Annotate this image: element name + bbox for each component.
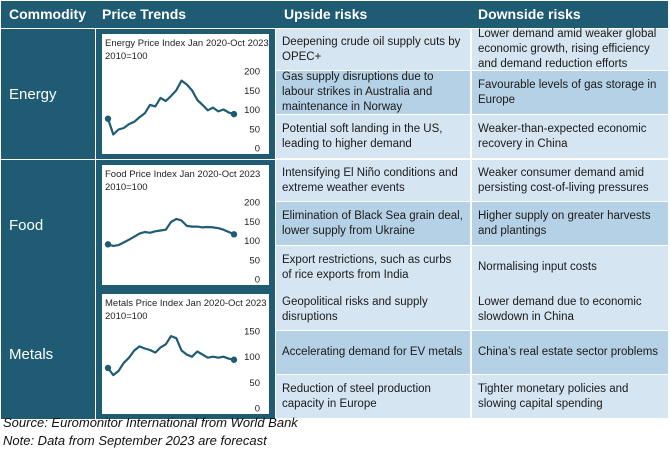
upside-risk: Export restrictions, such as curbs of ri…	[276, 246, 470, 289]
y-tick-label: 0	[255, 404, 260, 415]
header-row: Commodity Price Trends Upside risks Down…	[1, 1, 668, 28]
commodity-label: Metals	[1, 289, 95, 419]
downside-risk: China’s real estate sector problems	[472, 331, 668, 374]
price-trend-cell: Food Price Index Jan 2020-Oct 2023 2010=1…	[96, 160, 275, 290]
start-point	[104, 115, 112, 122]
upside-risk: Potential soft landing in the US, leadin…	[276, 115, 470, 158]
group-energy: Energy Energy Price Index Jan 2020-Oct 20…	[1, 28, 668, 159]
y-tick-label: 50	[249, 378, 260, 389]
chart-svg: Energy Price Index Jan 2020-Oct 2023 2010…	[104, 38, 269, 155]
downside-risk: Normalising input costs	[472, 246, 668, 289]
forecast-note: Note: Data from September 2023 are forec…	[3, 433, 267, 448]
series-line	[106, 79, 235, 136]
y-tick-label: 200	[244, 198, 260, 209]
chart-subtitle: 2010=100	[105, 182, 148, 193]
chart-subtitle: 2010=100	[105, 311, 148, 322]
y-tick-label: 200	[244, 67, 260, 78]
downside-risk: Weaker consumer demand amid persisting c…	[472, 160, 668, 201]
chart-subtitle: 2010=100	[105, 51, 148, 62]
end-point	[230, 110, 238, 118]
price-index-chart: Energy Price Index Jan 2020-Oct 2023 2010…	[102, 34, 269, 154]
downside-risk: Favourable levels of gas storage in Euro…	[472, 71, 668, 114]
price-trend-cell: Energy Price Index Jan 2020-Oct 2023 2010…	[96, 29, 275, 159]
y-tick-label: 100	[244, 236, 260, 247]
chart-title: Food Price Index Jan 2020-Oct 2023	[105, 169, 260, 180]
y-tick-label: 0	[255, 275, 260, 286]
chart-title: Energy Price Index Jan 2020-Oct 2023	[105, 38, 269, 49]
upside-risk: Intensifying El Niño conditions and extr…	[276, 160, 470, 201]
price-trend-cell: Metals Price Index Jan 2020-Oct 2023 2010…	[96, 289, 275, 419]
y-tick-label: 100	[244, 105, 260, 116]
downside-risk: Higher supply on greater harvests and pl…	[472, 202, 668, 245]
header-upside-risks: Upside risks	[284, 6, 368, 22]
upside-risk: Deepening crude oil supply cuts by OPEC+	[276, 29, 470, 70]
upside-risk: Gas supply disruptions due to labour str…	[276, 71, 470, 114]
price-index-chart: Food Price Index Jan 2020-Oct 2023 2010=1…	[102, 165, 269, 285]
series-line	[107, 335, 235, 377]
price-index-chart: Metals Price Index Jan 2020-Oct 2023 2010…	[102, 294, 269, 414]
start-point	[104, 364, 112, 372]
end-point	[230, 356, 238, 363]
y-tick-label: 50	[249, 255, 260, 266]
commodity-label: Energy	[1, 29, 95, 159]
y-tick-label: 150	[244, 217, 260, 228]
y-tick-label: 150	[244, 86, 260, 97]
y-tick-label: 0	[255, 144, 260, 155]
header-commodity: Commodity	[9, 6, 86, 22]
header-downside-risks: Downside risks	[478, 6, 581, 22]
source-note: Source: Euromonitor International from W…	[3, 415, 298, 430]
end-point	[230, 231, 238, 238]
downside-risk: Lower demand due to economic slowdown in…	[472, 289, 668, 330]
chart-title: Metals Price Index Jan 2020-Oct 2023	[105, 298, 267, 309]
downside-risk: Tighter monetary policies and slowing ca…	[472, 375, 668, 418]
y-tick-label: 50	[249, 124, 260, 135]
upside-risk: Geopolitical risks and supply disruption…	[276, 289, 470, 330]
chart-svg: Metals Price Index Jan 2020-Oct 2023 2010…	[104, 298, 267, 415]
y-tick-label: 150	[244, 327, 260, 338]
group-metals: Metals Metals Price Index Jan 2020-Oct 20…	[1, 289, 668, 419]
series-line	[107, 217, 235, 247]
start-point	[104, 241, 112, 248]
downside-risk: Weaker-than-expected economic recovery i…	[472, 115, 668, 158]
upside-risk: Accelerating demand for EV metals	[276, 331, 470, 374]
header-price-trends: Price Trends	[102, 6, 187, 22]
group-food: Food Food Price Index Jan 2020-Oct 2023 20…	[1, 160, 668, 290]
downside-risk: Lower demand amid weaker global economic…	[472, 28, 668, 70]
commodity-label: Food	[1, 160, 95, 290]
chart-svg: Food Price Index Jan 2020-Oct 2023 2010=1…	[104, 169, 260, 286]
upside-risk: Elimination of Black Sea grain deal, low…	[276, 202, 470, 245]
y-tick-label: 100	[244, 352, 260, 363]
upside-risk: Reduction of steel production capacity i…	[276, 375, 470, 418]
